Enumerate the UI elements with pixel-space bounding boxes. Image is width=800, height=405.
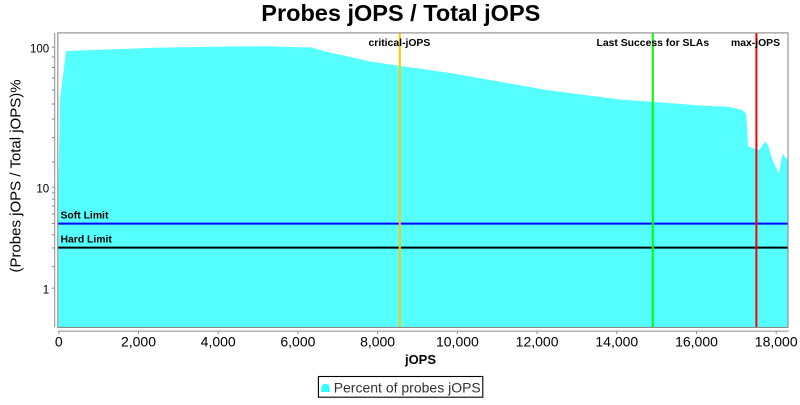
svg-text:Probes jOPS / Total jOPS: Probes jOPS / Total jOPS (261, 0, 540, 26)
svg-text:10: 10 (36, 183, 49, 195)
svg-text:jOPS: jOPS (404, 352, 436, 367)
svg-text:Hard Limit: Hard Limit (61, 235, 113, 246)
svg-text:Soft Limit: Soft Limit (61, 211, 109, 222)
svg-text:4,000: 4,000 (201, 333, 236, 349)
svg-text:8,000: 8,000 (360, 333, 395, 349)
svg-text:100: 100 (30, 43, 49, 55)
svg-text:16,000: 16,000 (675, 333, 718, 349)
svg-text:14,000: 14,000 (595, 333, 638, 349)
svg-text:6,000: 6,000 (280, 333, 315, 349)
svg-text:max-jOPS: max-jOPS (731, 38, 780, 49)
svg-text:18,000: 18,000 (755, 333, 798, 349)
svg-text:2,000: 2,000 (121, 333, 156, 349)
svg-text:12,000: 12,000 (516, 333, 559, 349)
svg-text:10,000: 10,000 (436, 333, 479, 349)
svg-text:critical-jOPS: critical-jOPS (369, 38, 431, 49)
svg-text:Percent of probes jOPS: Percent of probes jOPS (334, 379, 481, 395)
svg-text:Last Success for SLAs: Last Success for SLAs (596, 38, 709, 49)
svg-text:(Probes jOPS / Total jOPS)%: (Probes jOPS / Total jOPS)% (8, 79, 25, 272)
svg-text:0: 0 (55, 333, 63, 349)
svg-text:1: 1 (43, 284, 49, 296)
